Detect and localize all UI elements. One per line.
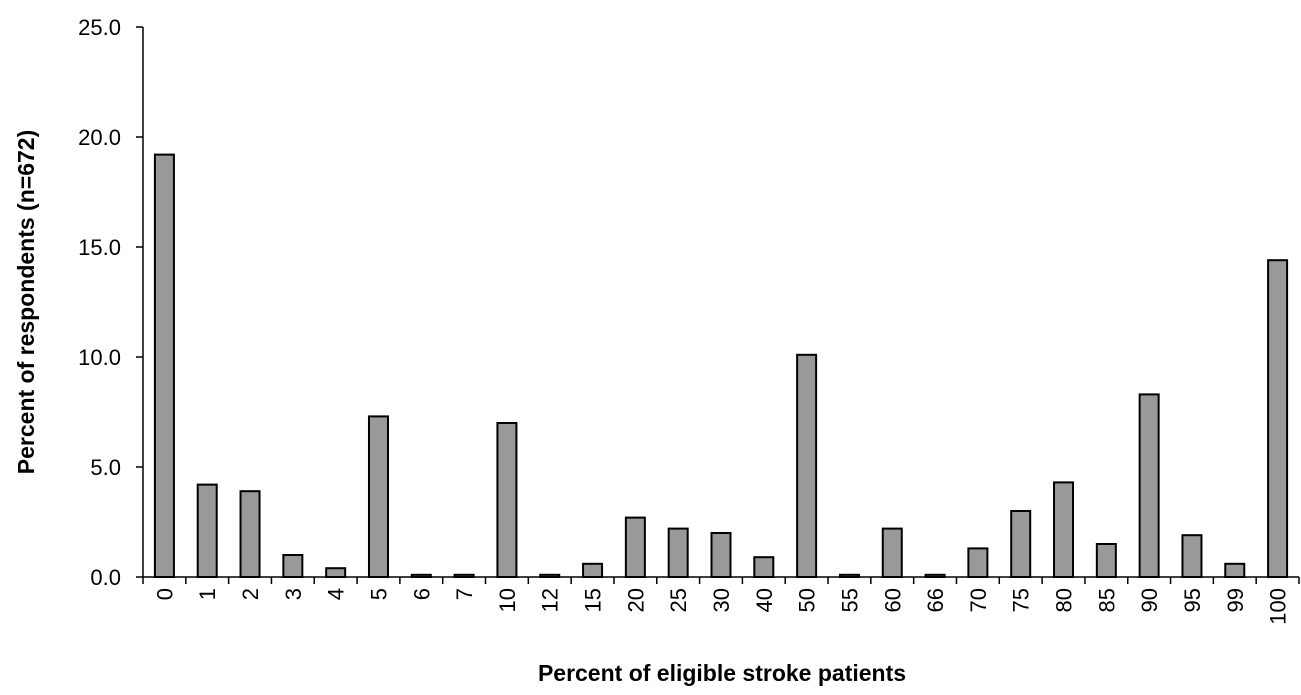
- x-tick-label: 95: [1180, 588, 1205, 612]
- x-tick-label: 100: [1266, 588, 1291, 625]
- x-tick-label: 6: [409, 588, 434, 600]
- y-tick-label: 5.0: [90, 455, 121, 480]
- bar-75: [1010, 510, 1032, 578]
- bar-60: [881, 527, 903, 578]
- bar-90: [1138, 393, 1160, 578]
- bar-50: [796, 353, 818, 578]
- bar-1: [196, 483, 218, 579]
- y-tick-label: 25.0: [78, 15, 121, 40]
- x-tick-label: 12: [538, 588, 563, 612]
- x-axis-title: Percent of eligible stroke patients: [538, 660, 906, 686]
- x-tick-label: 25: [666, 588, 691, 612]
- x-tick-label: 3: [281, 588, 306, 600]
- x-tick-label: 80: [1052, 588, 1077, 612]
- bar-2: [239, 490, 261, 579]
- x-tick-label: 15: [581, 588, 606, 612]
- bar-20: [624, 516, 646, 578]
- x-tick-label: 66: [923, 588, 948, 612]
- bar-85: [1095, 543, 1117, 578]
- y-tick-label: 10.0: [78, 345, 121, 370]
- bar-100: [1267, 259, 1289, 578]
- bar-25: [667, 527, 689, 578]
- x-tick-label: 70: [966, 588, 991, 612]
- x-tick-label: 50: [795, 588, 820, 612]
- y-axis-title: Percent of respondents (n=672): [13, 130, 39, 474]
- x-axis-ticks: 0 1 2 3 4 5 6 7 10 12 15 20 25 30 40 50 55 60 66 70 75 80 85 90…: [142, 577, 1300, 625]
- x-tick-label: 90: [1137, 588, 1162, 612]
- y-tick-label: 0.0: [90, 565, 121, 590]
- x-tick-label: 10: [495, 588, 520, 612]
- y-tick-label: 20.0: [78, 125, 121, 150]
- bar-0: [153, 153, 175, 578]
- y-tick-label: 15.0: [78, 235, 121, 260]
- x-tick-label: 0: [152, 588, 177, 600]
- bars: [153, 153, 1289, 579]
- x-tick-label: 4: [324, 588, 349, 600]
- x-tick-label: 55: [837, 588, 862, 612]
- bar-95: [1181, 534, 1203, 579]
- bar-4: [325, 567, 347, 579]
- x-tick-label: 30: [709, 588, 734, 612]
- x-tick-label: 5: [366, 588, 391, 600]
- bar-10: [496, 422, 518, 578]
- bar-40: [753, 556, 775, 579]
- x-tick-label: 60: [880, 588, 905, 612]
- x-tick-label: 2: [238, 588, 263, 600]
- x-tick-label: 20: [623, 588, 648, 612]
- bar-15: [582, 562, 604, 578]
- x-tick-label: 1: [195, 588, 220, 600]
- x-tick-label: 75: [1009, 588, 1034, 612]
- y-axis-ticks: 0.0 5.0 10.0 15.0 20.0 25.0: [78, 15, 143, 590]
- bar-70: [967, 547, 989, 579]
- bar-99: [1224, 562, 1246, 578]
- x-tick-label: 7: [452, 588, 477, 600]
- bar-3: [282, 554, 304, 578]
- bar-5: [367, 415, 389, 578]
- bar-30: [710, 532, 732, 578]
- x-tick-label: 99: [1223, 588, 1248, 612]
- x-tick-label: 40: [752, 588, 777, 612]
- x-tick-label: 85: [1094, 588, 1119, 612]
- bar-80: [1053, 481, 1075, 578]
